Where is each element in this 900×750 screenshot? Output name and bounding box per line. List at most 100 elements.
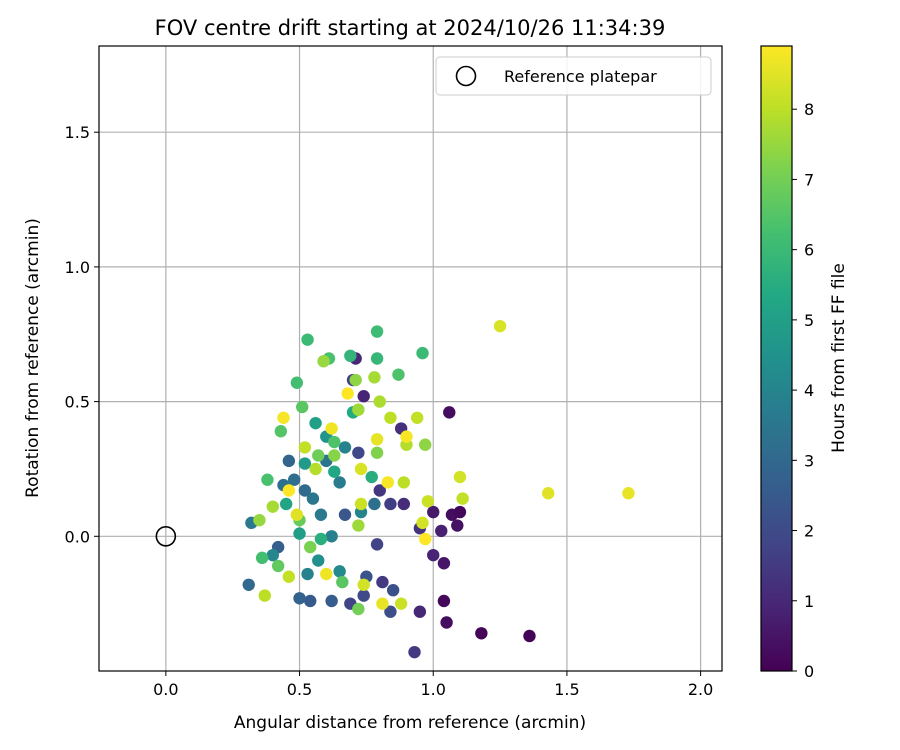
colorbar-tick-label: 6 bbox=[804, 241, 814, 260]
data-point bbox=[365, 470, 378, 484]
y-tick-label: 0.0 bbox=[65, 527, 90, 546]
data-point bbox=[408, 645, 421, 659]
data-point bbox=[437, 557, 451, 570]
data-point bbox=[304, 540, 317, 554]
data-point bbox=[384, 411, 397, 424]
y-ticks: 0.0 0.5 1.0 1.5 bbox=[65, 123, 99, 546]
data-point bbox=[279, 497, 293, 511]
colorbar-tick-label: 1 bbox=[804, 592, 814, 611]
data-point bbox=[357, 589, 370, 602]
data-point bbox=[301, 333, 314, 346]
chart-title: FOV centre drift starting at 2024/10/26 … bbox=[155, 16, 666, 40]
colorbar-tick-label: 4 bbox=[804, 381, 814, 400]
data-point bbox=[296, 400, 309, 414]
scatter-points bbox=[242, 319, 635, 659]
data-point bbox=[293, 527, 306, 540]
data-point bbox=[282, 484, 296, 497]
data-point bbox=[312, 449, 325, 462]
data-point bbox=[325, 530, 338, 543]
x-axis-label: Angular distance from reference (arcmin) bbox=[234, 713, 586, 733]
colorbar: 0 1 2 3 4 5 6 7 8 Hours from first FF file bbox=[760, 45, 849, 681]
data-point bbox=[320, 567, 333, 581]
data-point bbox=[309, 416, 322, 430]
grid bbox=[99, 46, 722, 671]
data-point bbox=[381, 476, 394, 489]
colorbar-tick-label: 7 bbox=[804, 170, 814, 189]
data-point bbox=[453, 505, 467, 519]
data-point bbox=[338, 441, 352, 454]
data-point bbox=[314, 532, 328, 546]
data-point bbox=[475, 627, 488, 640]
data-point bbox=[255, 551, 269, 565]
data-point bbox=[493, 319, 507, 333]
data-point bbox=[344, 349, 357, 363]
data-point bbox=[376, 575, 389, 589]
x-tick-label: 1.5 bbox=[554, 680, 579, 699]
data-point bbox=[394, 597, 408, 610]
data-point bbox=[368, 371, 381, 384]
data-point bbox=[370, 352, 384, 365]
data-point bbox=[542, 486, 555, 500]
data-point bbox=[443, 406, 456, 419]
data-point bbox=[333, 565, 346, 578]
data-point bbox=[397, 497, 411, 511]
data-point bbox=[421, 495, 435, 508]
data-point bbox=[274, 425, 288, 438]
x-tick-label: 0.5 bbox=[287, 680, 312, 699]
y-axis-label: Rotation from reference (arcmin) bbox=[23, 218, 43, 498]
colorbar-ticks: 0 1 2 3 4 5 6 7 8 bbox=[792, 100, 814, 681]
data-point bbox=[373, 395, 386, 408]
data-point bbox=[290, 508, 304, 521]
data-point bbox=[317, 354, 330, 368]
data-point bbox=[325, 422, 338, 435]
data-point bbox=[416, 346, 429, 360]
data-point bbox=[440, 616, 453, 629]
plot-frame bbox=[98, 45, 723, 672]
data-point bbox=[352, 403, 365, 416]
data-point bbox=[271, 559, 285, 573]
data-point bbox=[451, 519, 464, 532]
y-tick-label: 1.0 bbox=[65, 258, 90, 277]
data-point bbox=[427, 548, 440, 562]
data-point bbox=[352, 446, 365, 459]
data-point bbox=[306, 492, 320, 505]
data-point bbox=[354, 497, 368, 511]
y-tick-label: 1.5 bbox=[65, 123, 90, 142]
data-point bbox=[328, 465, 341, 478]
data-point bbox=[314, 508, 328, 521]
data-point bbox=[309, 462, 322, 476]
data-point bbox=[376, 597, 389, 610]
data-point bbox=[298, 484, 312, 497]
reference-platepar-marker bbox=[155, 526, 177, 547]
colorbar-tick-label: 8 bbox=[804, 100, 814, 119]
data-point bbox=[384, 497, 397, 511]
data-point bbox=[261, 473, 274, 486]
data-point bbox=[341, 387, 354, 400]
data-point bbox=[333, 476, 346, 489]
data-point bbox=[287, 473, 301, 486]
data-point bbox=[328, 449, 341, 462]
x-tick-label: 0.0 bbox=[153, 680, 178, 699]
data-point bbox=[338, 508, 352, 521]
data-point bbox=[298, 441, 312, 454]
data-point bbox=[370, 538, 384, 551]
data-point bbox=[357, 578, 370, 591]
data-point bbox=[523, 629, 536, 643]
data-point bbox=[456, 492, 469, 505]
data-point bbox=[354, 462, 368, 476]
legend: Reference platepar bbox=[435, 56, 712, 96]
legend-label: Reference platepar bbox=[504, 67, 657, 86]
data-point bbox=[453, 470, 467, 484]
data-point bbox=[282, 454, 296, 468]
data-point bbox=[370, 433, 384, 446]
data-point bbox=[298, 457, 312, 470]
data-point bbox=[370, 446, 384, 459]
data-point bbox=[397, 476, 411, 489]
data-point bbox=[258, 589, 271, 602]
data-point bbox=[304, 594, 317, 608]
data-point bbox=[370, 325, 384, 338]
x-ticks: 0.0 0.5 1.0 1.5 2.0 bbox=[153, 671, 713, 699]
colorbar-tick-label: 2 bbox=[804, 522, 814, 541]
x-tick-label: 2.0 bbox=[688, 680, 713, 699]
y-tick-label: 0.5 bbox=[65, 393, 90, 412]
